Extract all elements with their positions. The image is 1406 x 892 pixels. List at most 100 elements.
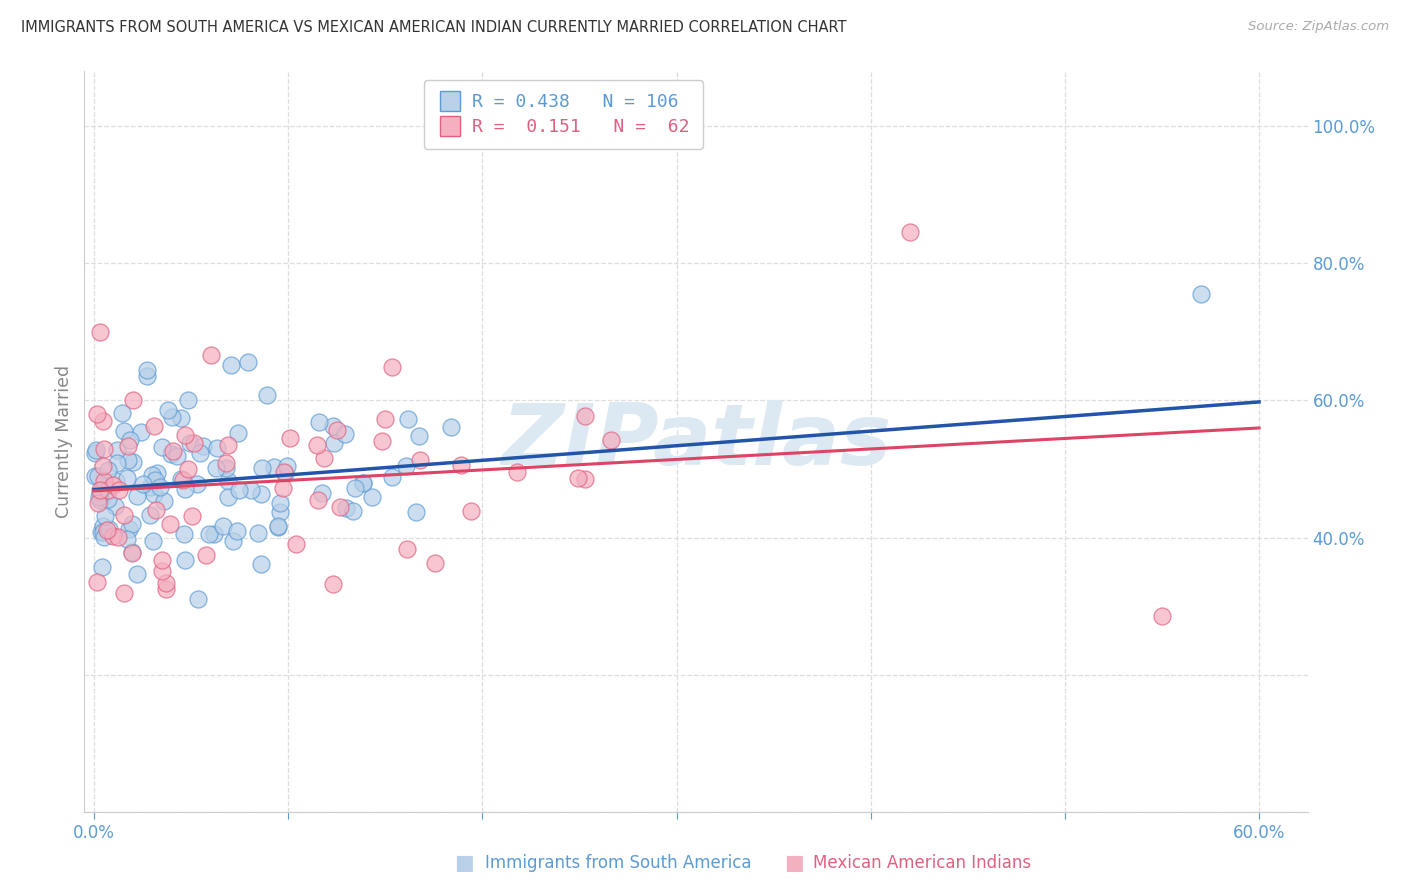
Text: IMMIGRANTS FROM SOUTH AMERICA VS MEXICAN AMERICAN INDIAN CURRENTLY MARRIED CORRE: IMMIGRANTS FROM SOUTH AMERICA VS MEXICAN… [21, 20, 846, 35]
Point [132, 476, 155, 491]
Point [87, 469, 110, 483]
Point [1150, 609, 1173, 624]
Point [217, 438, 239, 452]
Point [162, 443, 184, 458]
Point [91, 524, 114, 539]
Text: Immigrants from South America: Immigrants from South America [485, 854, 752, 871]
Text: ■: ■ [454, 853, 474, 872]
Point [217, 490, 239, 504]
Point [91, 414, 114, 428]
Point [152, 441, 174, 455]
Point [177, 392, 200, 407]
Point [96, 463, 118, 477]
Point [108, 483, 131, 497]
Point [409, 453, 432, 467]
Text: ZIPatlas: ZIPatlas [501, 400, 891, 483]
Point [285, 536, 308, 550]
Point [381, 359, 404, 374]
Point [166, 449, 188, 463]
Point [143, 419, 166, 434]
Point [156, 402, 179, 417]
Point [170, 472, 193, 486]
Point [110, 406, 132, 420]
Point [159, 447, 181, 461]
Point [450, 458, 472, 472]
Point [121, 546, 143, 560]
Point [187, 591, 209, 606]
Point [83, 469, 105, 483]
Point [249, 557, 271, 571]
Point [271, 481, 294, 495]
Point [91, 458, 114, 473]
Point [278, 431, 301, 445]
Point [143, 487, 166, 501]
Point [105, 456, 128, 470]
Point [118, 434, 141, 448]
Point [143, 473, 166, 487]
Point [460, 504, 482, 518]
Point [104, 499, 127, 513]
Point [506, 465, 529, 479]
Point [198, 527, 221, 541]
Point [186, 477, 208, 491]
Point [112, 586, 135, 600]
Point [307, 492, 329, 507]
Point [129, 425, 152, 440]
Point [395, 541, 418, 556]
Point [138, 480, 160, 494]
Point [173, 526, 195, 541]
Point [307, 438, 329, 452]
Point [215, 461, 238, 475]
Point [159, 517, 181, 532]
Text: Mexican American Indians: Mexican American Indians [813, 854, 1031, 871]
Point [381, 469, 404, 483]
Point [172, 473, 194, 487]
Point [90, 525, 112, 540]
Point [97, 491, 120, 506]
Point [343, 482, 366, 496]
Point [219, 358, 242, 372]
Point [352, 476, 374, 491]
Point [89, 486, 111, 500]
Point [121, 516, 143, 531]
Point [333, 427, 356, 442]
Point [177, 461, 200, 475]
Point [98, 522, 121, 536]
Point [104, 474, 127, 488]
Text: Source: ZipAtlas.com: Source: ZipAtlas.com [1249, 20, 1389, 33]
Point [276, 459, 298, 474]
Point [97, 483, 120, 497]
Point [84, 442, 107, 457]
Point [225, 524, 247, 539]
Point [323, 436, 346, 450]
Point [329, 500, 352, 515]
Point [121, 545, 143, 559]
Point [191, 439, 214, 453]
Point [236, 354, 259, 368]
Point [87, 496, 110, 510]
Point [205, 461, 228, 475]
Point [112, 424, 135, 438]
Point [269, 495, 291, 509]
Point [326, 423, 349, 437]
Point [423, 556, 446, 570]
Point [599, 433, 621, 447]
Point [212, 519, 235, 533]
Point [149, 480, 172, 494]
Point [440, 419, 463, 434]
Point [249, 487, 271, 501]
Point [217, 475, 239, 489]
Point [117, 453, 139, 467]
Point [246, 526, 269, 541]
Point [274, 466, 297, 480]
Point [335, 501, 357, 516]
Point [117, 439, 139, 453]
Point [89, 492, 111, 507]
Point [118, 522, 141, 536]
Point [86, 407, 108, 421]
Point [139, 508, 162, 523]
Point [91, 560, 114, 574]
Point [174, 553, 197, 567]
Point [122, 455, 145, 469]
Point [207, 441, 229, 455]
